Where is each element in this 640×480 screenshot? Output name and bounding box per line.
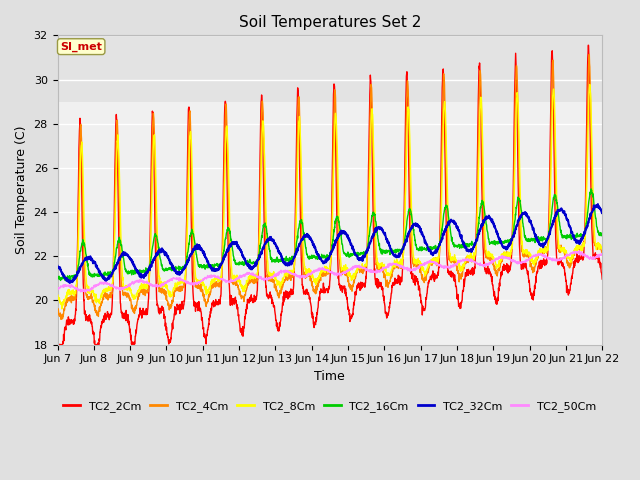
Line: TC2_2Cm: TC2_2Cm — [58, 45, 602, 345]
Text: SI_met: SI_met — [60, 41, 102, 52]
TC2_50Cm — [488, 259, 496, 264]
Y-axis label: Soil Temperature (C): Soil Temperature (C) — [15, 126, 28, 254]
Bar — [58, 36, 602, 102]
TC2_4Cm — [488, 258, 496, 264]
TC2_16Cm — [550, 193, 558, 199]
TC2_2Cm — [584, 42, 592, 48]
Line: TC2_16Cm: TC2_16Cm — [58, 189, 602, 280]
TC2_16Cm — [566, 233, 573, 239]
TC2_8Cm — [488, 255, 496, 261]
Line: TC2_50Cm: TC2_50Cm — [58, 251, 602, 292]
TC2_50Cm — [346, 266, 353, 272]
TC2_4Cm — [54, 307, 61, 312]
TC2_2Cm — [54, 342, 62, 348]
TC2_2Cm — [550, 158, 558, 164]
TC2_8Cm — [598, 243, 606, 249]
TC2_50Cm — [81, 289, 88, 295]
TC2_4Cm — [358, 268, 365, 274]
TC2_4Cm — [550, 106, 558, 111]
TC2_32Cm — [488, 216, 496, 222]
TC2_4Cm — [346, 281, 353, 287]
TC2_32Cm — [598, 210, 606, 216]
TC2_32Cm — [346, 239, 353, 244]
TC2_32Cm — [358, 257, 365, 263]
TC2_2Cm — [598, 276, 606, 282]
TC2_50Cm — [550, 257, 558, 263]
X-axis label: Time: Time — [314, 370, 345, 383]
TC2_2Cm — [358, 285, 365, 291]
TC2_4Cm — [566, 265, 573, 271]
TC2_50Cm — [575, 248, 583, 254]
TC2_2Cm — [566, 290, 573, 296]
TC2_16Cm — [346, 253, 353, 259]
Line: TC2_8Cm: TC2_8Cm — [58, 84, 602, 309]
TC2_2Cm — [206, 312, 214, 318]
TC2_8Cm — [206, 285, 214, 290]
TC2_32Cm — [594, 201, 602, 207]
TC2_16Cm — [588, 186, 595, 192]
TC2_4Cm — [586, 51, 593, 57]
TC2_8Cm — [346, 273, 353, 278]
TC2_50Cm — [358, 264, 365, 269]
Line: TC2_4Cm: TC2_4Cm — [58, 54, 602, 319]
Title: Soil Temperatures Set 2: Soil Temperatures Set 2 — [239, 15, 421, 30]
TC2_16Cm — [358, 250, 365, 256]
TC2_8Cm — [54, 293, 61, 299]
TC2_8Cm — [566, 255, 573, 261]
TC2_32Cm — [566, 223, 573, 229]
TC2_16Cm — [57, 277, 65, 283]
TC2_4Cm — [57, 316, 65, 322]
TC2_32Cm — [66, 280, 74, 286]
TC2_32Cm — [206, 264, 214, 270]
TC2_8Cm — [550, 95, 558, 101]
Line: TC2_32Cm: TC2_32Cm — [58, 204, 602, 283]
TC2_2Cm — [488, 281, 496, 287]
TC2_8Cm — [586, 82, 594, 87]
TC2_50Cm — [566, 252, 573, 257]
TC2_8Cm — [58, 306, 66, 312]
TC2_50Cm — [206, 274, 214, 280]
TC2_16Cm — [488, 240, 496, 246]
TC2_16Cm — [598, 231, 606, 237]
TC2_4Cm — [206, 289, 214, 295]
TC2_16Cm — [54, 276, 61, 282]
TC2_32Cm — [550, 216, 558, 222]
TC2_50Cm — [54, 288, 61, 293]
TC2_4Cm — [598, 250, 606, 256]
TC2_2Cm — [54, 335, 61, 341]
TC2_2Cm — [346, 311, 353, 316]
Legend: TC2_2Cm, TC2_4Cm, TC2_8Cm, TC2_16Cm, TC2_32Cm, TC2_50Cm: TC2_2Cm, TC2_4Cm, TC2_8Cm, TC2_16Cm, TC2… — [59, 396, 601, 416]
TC2_16Cm — [206, 262, 214, 268]
TC2_50Cm — [598, 251, 606, 257]
TC2_8Cm — [358, 265, 365, 271]
TC2_32Cm — [54, 263, 61, 269]
